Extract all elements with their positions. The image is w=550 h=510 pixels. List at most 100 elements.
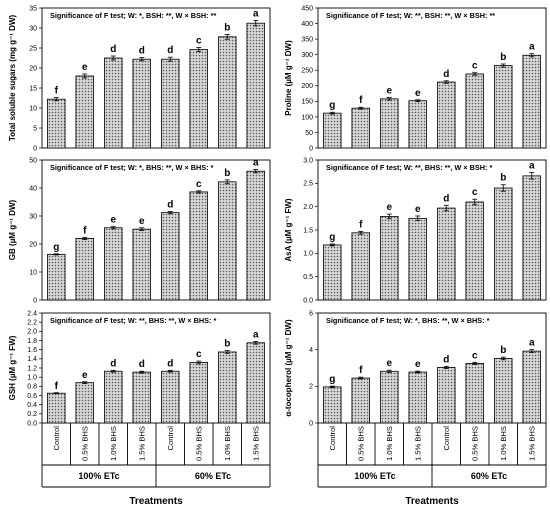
- significance-letter: a: [253, 8, 259, 19]
- x-category-label: 0.5% BHS: [470, 426, 479, 461]
- significance-letter: d: [139, 359, 145, 370]
- bar: [380, 98, 399, 149]
- y-tick-label: 100: [301, 114, 313, 121]
- bar: [132, 228, 151, 301]
- significance-annotation: Significance of F test; W: **, BHS: **, …: [50, 316, 216, 325]
- significance-letter: e: [386, 86, 392, 97]
- bar: [189, 362, 208, 424]
- bar: [47, 253, 66, 301]
- y-tick-label: 2.0: [303, 204, 313, 211]
- bar: [104, 370, 123, 424]
- y-tick-label: 20: [29, 65, 37, 72]
- bar: [408, 100, 427, 149]
- chart-panel-5: 0.0 0.2 0.4 0.6 0.8 1.0 1.2 1.4 1.6 1.8 2.0 2.2 2.4 G…: [8, 310, 271, 507]
- x-category-table: Control 0.5% BHS 1.0% BHS 1.5% BHS Control 0.…: [317, 423, 547, 507]
- y-tick-label: 15: [29, 85, 37, 92]
- bar: [47, 98, 66, 149]
- y-tick-label: 200: [301, 83, 313, 90]
- significance-letter: e: [415, 88, 421, 99]
- y-axis-label: GB (µM g⁻¹ DW): [8, 199, 17, 260]
- bar: [75, 237, 94, 301]
- significance-letter: d: [139, 46, 145, 57]
- significance-letter: e: [82, 62, 88, 73]
- bar: [351, 232, 370, 301]
- significance-letter: b: [500, 345, 506, 356]
- x-category-label: Control: [52, 426, 61, 451]
- significance-letter: d: [443, 69, 449, 80]
- bar: [323, 244, 342, 301]
- y-tick-label: 0.6: [27, 393, 37, 400]
- x-category-label: 1.0% BHS: [109, 426, 118, 461]
- y-tick-label: 6: [309, 310, 313, 317]
- x-category-label: 1.5% BHS: [413, 426, 422, 461]
- bar: [465, 201, 484, 301]
- bar: [218, 351, 237, 424]
- bar: [351, 377, 370, 424]
- bar: [522, 54, 541, 149]
- significance-annotation: Significance of F test; W: *, BSH: **, W…: [50, 11, 216, 20]
- significance-annotation: Significance of F test; W: **, BHS: **, …: [326, 163, 492, 172]
- significance-letter: d: [110, 44, 116, 55]
- significance-letter: e: [415, 359, 421, 370]
- y-tick-label: 0: [309, 420, 313, 427]
- bar: [104, 57, 123, 149]
- chart-panel-4: 0.0 0.5 1.0 1.5 2.0 2.5 3.0 AsA (µM g⁻¹ FW) Sign…: [284, 157, 547, 304]
- x-category-table: Control 0.5% BHS 1.0% BHS 1.5% BHS Control 0.…: [41, 423, 271, 507]
- bar: [408, 217, 427, 301]
- y-tick-label: 50: [305, 130, 313, 137]
- x-group-label: 100% ETc: [354, 471, 395, 481]
- plot-frame: [41, 7, 271, 149]
- x-category-label: 0.5% BHS: [80, 426, 89, 461]
- x-category-label: 1.5% BHS: [251, 426, 260, 461]
- y-tick-label: 30: [29, 213, 37, 220]
- y-tick-label: 300: [301, 52, 313, 59]
- chart-panel-2: 0 50 100 150 200 250 300 350 400 450 Proline (µM g…: [284, 5, 547, 152]
- significance-letter: a: [529, 42, 535, 53]
- bar: [132, 371, 151, 424]
- significance-letter: f: [55, 86, 59, 97]
- y-tick-label: 400: [301, 21, 313, 28]
- y-tick-label: 40: [29, 185, 37, 192]
- significance-letter: e: [415, 204, 421, 215]
- significance-letter: e: [386, 202, 392, 213]
- bar: [75, 75, 94, 149]
- chart-panel-3: 0 10 20 30 40 50 GB (µM g⁻¹ DW) Significance of…: [8, 157, 271, 304]
- bar: [246, 22, 265, 149]
- significance-letter: b: [500, 173, 506, 184]
- bar: [246, 342, 265, 424]
- bar: [161, 212, 180, 301]
- x-category-label: Control: [328, 426, 337, 451]
- bar: [522, 350, 541, 424]
- bar: [161, 370, 180, 424]
- x-category-label: 1.5% BHS: [137, 426, 146, 461]
- y-tick-label: 20: [29, 241, 37, 248]
- significance-letter: c: [196, 349, 202, 360]
- bar: [408, 371, 427, 424]
- chart-panel-6: 0 2 4 6 α-tocopherol (µM g⁻¹ DW) Significance…: [284, 310, 547, 507]
- bar: [47, 392, 66, 424]
- y-tick-label: 450: [301, 5, 313, 12]
- y-tick-label: 1.0: [303, 251, 313, 258]
- x-category-label: 1.0% BHS: [385, 426, 394, 461]
- chart-panel-1: 0 5 10 15 20 25 30 35 Total soluble sugars (mg g…: [8, 5, 271, 152]
- bar: [437, 207, 456, 301]
- significance-letter: e: [82, 370, 88, 381]
- significance-annotation: Significance of F test; W: *, BHS: **, W…: [50, 163, 214, 172]
- x-category-label: 1.5% BHS: [527, 426, 536, 461]
- significance-letter: c: [472, 61, 478, 72]
- significance-letter: a: [529, 161, 535, 172]
- x-category-label: 0.5% BHS: [194, 426, 203, 461]
- y-tick-label: 1.2: [27, 365, 37, 372]
- bar: [522, 175, 541, 301]
- significance-letter: g: [329, 100, 335, 111]
- x-axis-title: Treatments: [129, 496, 183, 507]
- bar: [218, 36, 237, 149]
- y-tick-label: 2.4: [27, 310, 37, 317]
- y-tick-label: 5: [33, 125, 37, 132]
- bar: [75, 382, 94, 424]
- y-tick-label: 250: [301, 68, 313, 75]
- significance-letter: d: [167, 45, 173, 56]
- significance-annotation: Significance of F test; W: *, BHS: **, W…: [326, 316, 490, 325]
- y-axis-label: GSH (µM g⁻¹ FW): [8, 335, 17, 400]
